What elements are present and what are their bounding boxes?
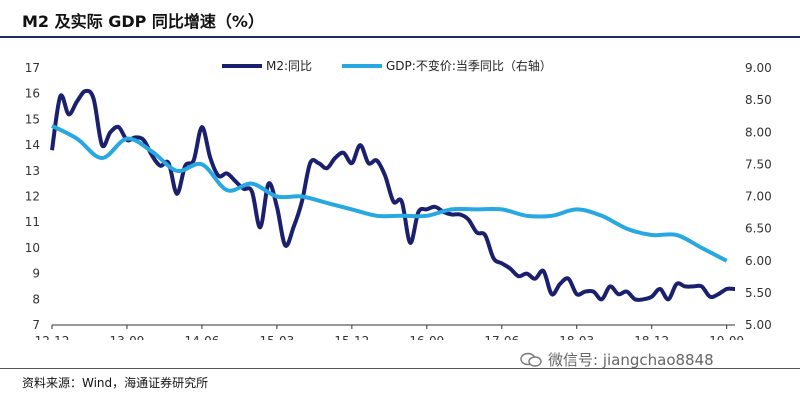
left-axis-ticks: 7 8 9 10 11 12 13 14 15 16 17: [25, 61, 40, 332]
left-tick-label: 7: [32, 318, 40, 332]
x-tick-label: 15-03: [259, 334, 294, 340]
right-tick-label: 7.00: [745, 190, 772, 204]
line-chart: 7 8 9 10 11 12 13 14 15 16 17 5.00 5.50 6.00 6.50 7.00…: [25, 58, 772, 340]
legend-label-gdp: GDP:不变价:当季同比（右轴）: [386, 58, 552, 73]
series-line-gdp: [51, 124, 728, 263]
watermark-text: 微信号: jiangchao8848: [548, 351, 714, 369]
source-note: 资料来源：Wind，海通证券研究所: [22, 376, 209, 390]
right-tick-label: 8.00: [745, 125, 772, 139]
right-axis-ticks: 5.00 5.50 6.00 6.50 7.00 7.50 8.00 8.50 9.00: [745, 61, 772, 332]
legend: M2:同比 GDP:不变价:当季同比（右轴）: [222, 58, 552, 73]
right-tick-label: 7.50: [745, 157, 772, 171]
footer-rule: [0, 368, 800, 369]
left-tick-label: 14: [25, 138, 40, 152]
title-rule: [0, 36, 800, 38]
chart-title: M2 及实际 GDP 同比增速（%）: [22, 12, 264, 31]
legend-label-m2: M2:同比: [266, 59, 312, 73]
x-tick-label: 15-12: [334, 334, 369, 340]
left-tick-label: 16: [25, 87, 40, 101]
left-tick-label: 10: [25, 241, 40, 255]
x-tick-label: 12-12: [35, 334, 70, 340]
right-tick-label: 8.50: [745, 93, 772, 107]
series-line-m2: [50, 88, 736, 302]
watermark: 微信号: jiangchao8848: [520, 349, 714, 370]
x-tick-label: 14-06: [184, 334, 219, 340]
right-tick-label: 5.50: [745, 286, 772, 300]
x-tick-label: 17-06: [484, 334, 519, 340]
x-tick-label: 19-09: [709, 334, 744, 340]
left-tick-label: 11: [25, 215, 40, 229]
left-tick-label: 12: [25, 190, 40, 204]
left-tick-label: 9: [32, 267, 40, 281]
right-tick-label: 9.00: [745, 61, 772, 75]
left-tick-label: 13: [25, 164, 40, 178]
x-tick-label: 18-12: [634, 334, 669, 340]
left-tick-label: 8: [32, 292, 40, 306]
x-axis-ticks: 12-12 13-09 14-06 15-03 15-12 16-09 17-06 18-03…: [35, 325, 744, 340]
left-tick-label: 15: [25, 112, 40, 126]
right-tick-label: 6.50: [745, 222, 772, 236]
right-tick-label: 5.00: [745, 318, 772, 332]
wechat-icon: [520, 352, 542, 367]
x-tick-label: 16-09: [409, 334, 444, 340]
left-tick-label: 17: [25, 61, 40, 75]
x-tick-label: 18-03: [559, 334, 594, 340]
x-tick-label: 13-09: [110, 334, 145, 340]
right-tick-label: 6.00: [745, 254, 772, 268]
